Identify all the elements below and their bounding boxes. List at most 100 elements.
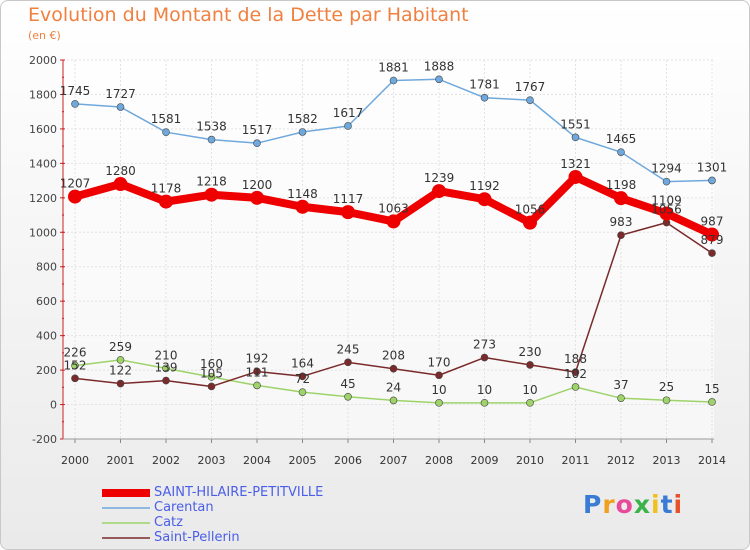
data-point-2 bbox=[71, 361, 79, 370]
data-point-3 bbox=[480, 353, 489, 362]
chart-title: Evolution du Montant de la Dette par Hab… bbox=[28, 4, 469, 26]
data-label-2: 10 bbox=[522, 383, 537, 397]
data-label-2: 160 bbox=[200, 357, 223, 371]
y-tick-label: 400 bbox=[36, 330, 57, 343]
y-tick-label: 1000 bbox=[29, 226, 57, 239]
data-point-0 bbox=[250, 190, 264, 205]
y-tick-label: 2000 bbox=[29, 54, 57, 67]
data-label-1: 1581 bbox=[151, 112, 182, 126]
data-label-1: 1727 bbox=[105, 87, 136, 101]
y-tick-label: 1200 bbox=[29, 192, 57, 205]
data-point-1 bbox=[253, 139, 261, 148]
data-label-3: 230 bbox=[519, 345, 542, 359]
data-point-1 bbox=[162, 128, 170, 136]
data-point-0 bbox=[68, 189, 82, 204]
data-label-0: 1063 bbox=[378, 201, 409, 215]
y-tick-label: 200 bbox=[36, 364, 57, 377]
data-point-2 bbox=[526, 399, 534, 407]
y-tick-label: 1800 bbox=[29, 88, 57, 101]
data-point-0 bbox=[341, 205, 355, 220]
data-point-2 bbox=[253, 381, 261, 390]
data-point-3 bbox=[298, 372, 307, 381]
x-tick-label: 2010 bbox=[516, 454, 544, 467]
data-label-1: 1582 bbox=[287, 112, 318, 126]
data-point-1 bbox=[480, 93, 489, 102]
x-tick-label: 2001 bbox=[107, 454, 135, 467]
x-tick-label: 2008 bbox=[425, 454, 453, 467]
x-tick-label: 2000 bbox=[61, 454, 89, 467]
data-label-3: 164 bbox=[291, 356, 314, 370]
data-point-3 bbox=[162, 376, 170, 385]
data-point-2 bbox=[389, 396, 398, 405]
data-point-3 bbox=[571, 368, 580, 376]
x-tick-label: 2004 bbox=[243, 454, 271, 467]
logo-letter: t bbox=[660, 490, 674, 519]
legend-label: Saint-Pellerin bbox=[154, 530, 240, 545]
data-point-0 bbox=[523, 215, 537, 230]
data-point-2 bbox=[708, 398, 716, 406]
x-tick-label: 2011 bbox=[562, 454, 590, 467]
data-label-0: 1178 bbox=[151, 182, 182, 196]
data-label-3: 105 bbox=[200, 366, 223, 380]
data-label-0: 1056 bbox=[515, 203, 546, 217]
logo-letter: o bbox=[615, 490, 634, 519]
data-point-0 bbox=[295, 199, 310, 214]
data-label-0: 1200 bbox=[242, 178, 273, 192]
data-label-1: 1781 bbox=[469, 78, 500, 92]
data-label-0: 1148 bbox=[287, 187, 318, 201]
legend-swatch bbox=[102, 489, 150, 497]
data-label-0: 1109 bbox=[651, 193, 682, 207]
data-label-3: 1056 bbox=[651, 203, 682, 217]
data-point-0 bbox=[113, 177, 128, 192]
y-tick-label: -200 bbox=[32, 433, 57, 446]
logo-letter: i bbox=[673, 490, 684, 519]
legend-label: Catz bbox=[154, 515, 183, 530]
data-point-0 bbox=[386, 214, 401, 229]
data-label-0: 1321 bbox=[560, 157, 591, 171]
data-point-3 bbox=[435, 371, 443, 380]
data-label-3: 152 bbox=[64, 358, 87, 372]
data-label-2: 25 bbox=[659, 380, 674, 394]
data-label-1: 1301 bbox=[697, 160, 728, 174]
y-tick-label: 1400 bbox=[29, 157, 57, 170]
data-label-3: 245 bbox=[337, 342, 360, 356]
data-point-0 bbox=[568, 169, 583, 184]
data-label-1: 1294 bbox=[651, 162, 682, 176]
x-tick-label: 2013 bbox=[653, 454, 681, 467]
data-point-1 bbox=[708, 176, 716, 185]
data-point-1 bbox=[435, 75, 443, 84]
data-label-2: 111 bbox=[246, 365, 269, 379]
data-label-1: 1745 bbox=[60, 84, 91, 98]
data-label-1: 1617 bbox=[333, 106, 364, 120]
x-tick-label: 2002 bbox=[152, 454, 180, 467]
x-tick-label: 2005 bbox=[289, 454, 317, 467]
data-point-1 bbox=[662, 177, 671, 186]
data-point-0 bbox=[705, 227, 719, 242]
data-point-2 bbox=[571, 383, 580, 391]
y-tick-label: 1600 bbox=[29, 123, 57, 136]
data-point-3 bbox=[526, 361, 534, 369]
data-label-0: 1218 bbox=[196, 175, 227, 189]
data-label-2: 259 bbox=[109, 340, 132, 354]
data-point-1 bbox=[526, 96, 534, 104]
data-point-2 bbox=[116, 356, 125, 364]
legend-swatch bbox=[102, 507, 150, 509]
x-tick-label: 2009 bbox=[471, 454, 499, 467]
data-point-0 bbox=[159, 194, 173, 209]
x-tick-label: 2007 bbox=[380, 454, 408, 467]
data-label-2: 72 bbox=[295, 372, 310, 386]
data-point-3 bbox=[617, 231, 625, 240]
data-label-3: 879 bbox=[701, 233, 724, 247]
data-point-1 bbox=[617, 148, 625, 156]
data-label-0: 1239 bbox=[424, 171, 455, 185]
data-label-2: 210 bbox=[155, 348, 178, 362]
data-point-1 bbox=[71, 100, 79, 108]
data-label-0: 987 bbox=[701, 215, 724, 229]
data-point-2 bbox=[207, 373, 216, 381]
logo-letter: i bbox=[651, 490, 661, 519]
data-point-3 bbox=[708, 249, 716, 257]
data-point-0 bbox=[659, 206, 674, 221]
data-label-3: 983 bbox=[610, 215, 633, 229]
data-label-0: 1117 bbox=[333, 192, 364, 206]
